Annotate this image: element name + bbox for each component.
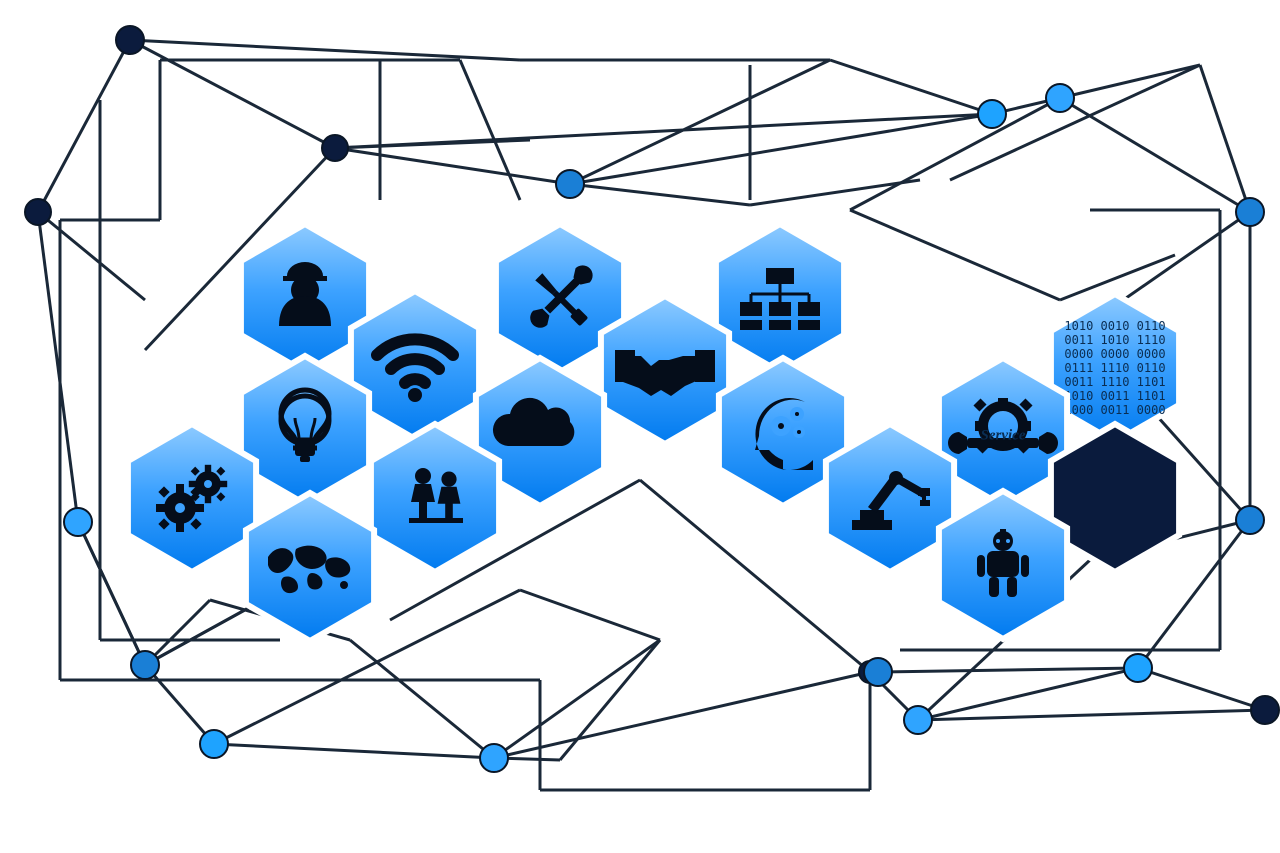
network-edge [750,180,920,205]
network-node [64,508,92,536]
network-node [1124,654,1152,682]
network-edge [570,184,750,205]
network-edge [335,148,570,184]
network-node [116,26,144,54]
service-label: Service [981,428,1026,445]
network-edge [38,40,130,212]
network-node [1236,198,1264,226]
network-edge [830,60,992,114]
network-node [978,100,1006,128]
network-edge [1060,65,1200,98]
network-edge [1200,65,1250,212]
network-node [1046,84,1074,112]
network-edge [494,672,870,758]
hex-worldmap [230,487,390,647]
network-edge [570,60,830,184]
hex-robot [923,485,1083,645]
network-edge [520,590,660,640]
network-edge [460,60,520,200]
network-node [1236,506,1264,534]
network-node [25,199,51,225]
network-node [904,706,932,734]
network-node [322,135,348,161]
network-edge [130,40,520,60]
network-edge [878,668,1138,672]
network-edge [38,212,145,300]
network-node [556,170,584,198]
network-node [131,651,159,679]
network-edge [1138,668,1265,710]
network-edge [850,210,1060,300]
network-edge [350,640,494,758]
network-node [1251,696,1279,724]
network-node [200,730,228,758]
network-edge [214,744,494,758]
network-edge [38,212,78,522]
network-edge [918,668,1138,720]
network-edge [918,710,1265,720]
network-node [480,744,508,772]
network-node [864,658,892,686]
diagram-canvas: 1010 0010 0110 0011 1010 1110 0000 0000 … [0,0,1280,853]
network-edge [145,665,214,744]
